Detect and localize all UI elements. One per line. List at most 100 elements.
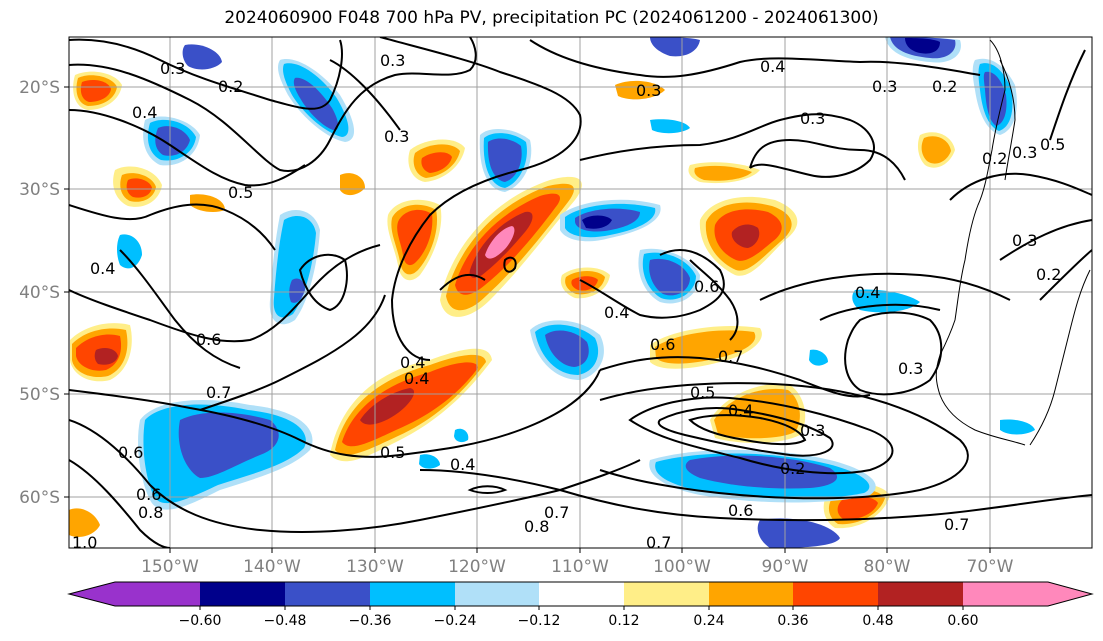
- colorbar-segment: [115, 582, 200, 606]
- pv-contour-line: [467, 485, 508, 494]
- longitude-label: 90°W: [762, 557, 809, 577]
- latitude-label: 20°S: [19, 78, 60, 98]
- longitude-label: 140°W: [243, 557, 301, 577]
- colorbar-segment: [878, 582, 963, 606]
- contour-label: 0.3: [898, 359, 923, 378]
- precip-negative-patch: [905, 38, 940, 54]
- contour-label: 0.3: [636, 81, 661, 100]
- colorbar-segment: [624, 582, 709, 606]
- contour-label: 0.5: [1040, 135, 1065, 154]
- contour-label: 0.6: [694, 277, 719, 296]
- pv-contour-line: [298, 253, 348, 312]
- contour-label: 0.3: [1012, 231, 1037, 250]
- contour-labels: 0.3 0.2 0.4 0.5 0.3 0.3 0.4 0.3 0.3 0.2 …: [72, 51, 1065, 552]
- precip-positive-patch: [80, 80, 111, 102]
- precip-positive-patch: [126, 178, 152, 198]
- pv-contour-line: [69, 369, 601, 458]
- pv-contour-line: [819, 303, 941, 321]
- pv-contour-line: [579, 113, 875, 178]
- precip-negative-patch: [155, 126, 190, 156]
- contour-label: 0.4: [90, 259, 115, 278]
- contour-label: 0.2: [932, 77, 957, 96]
- pv-contours: [69, 37, 1092, 548]
- contour-label: 0.6: [136, 485, 161, 504]
- pv-contour-line: [657, 407, 834, 457]
- precip-positive-patch: [615, 80, 665, 100]
- latitude-label: 60°S: [19, 488, 60, 508]
- precip-negative-patch: [650, 37, 700, 57]
- contour-label: 0.3: [160, 59, 185, 78]
- pv-contour-line: [69, 459, 171, 548]
- latitude-label: 30°S: [19, 180, 60, 200]
- colorbar-tick-label: 0.36: [777, 613, 808, 629]
- contour-label: 0.5: [228, 183, 253, 202]
- contour-label: 0.4: [604, 303, 629, 322]
- colorbar-tick-label: −0.12: [518, 613, 561, 629]
- longitude-label: 100°W: [653, 557, 711, 577]
- pv-contour-line: [689, 259, 739, 341]
- colorbar-tick-label: −0.60: [179, 613, 222, 629]
- contour-label: 0.3: [800, 421, 825, 440]
- longitude-labels: 150°W 140°W 130°W 120°W 110°W 100°W 90°W…: [141, 557, 1014, 577]
- colorbar: −0.60 −0.48 −0.36 −0.24 −0.12 0.12 0.24 …: [67, 581, 1094, 629]
- pv-contour-line: [599, 382, 969, 500]
- precip-negative-patch: [757, 518, 840, 548]
- map-title: 2024060900 F048 700 hPa PV, precipitatio…: [224, 8, 879, 28]
- colorbar-extend-min: [69, 582, 115, 606]
- contour-label: 0.2: [1036, 265, 1061, 284]
- pv-contour-line: [844, 311, 943, 396]
- precip-negative-patch: [182, 44, 222, 70]
- pv-contour-line: [329, 59, 401, 131]
- pv-contour-line: [419, 469, 1092, 522]
- contour-label: 0.8: [524, 517, 549, 536]
- contour-label: 0.6: [196, 330, 221, 349]
- longitude-label: 70°W: [967, 557, 1014, 577]
- precip-positive-patch: [921, 136, 951, 164]
- map-plot-area: 0.3 0.2 0.4 0.5 0.3 0.3 0.4 0.3 0.3 0.2 …: [69, 37, 1092, 552]
- colorbar-tick-label: 0.48: [862, 613, 893, 629]
- precip-negative-patch: [649, 258, 690, 296]
- contour-label: 0.6: [650, 335, 675, 354]
- colorbar-segment: [285, 582, 370, 606]
- precip-positive-patch: [731, 224, 760, 248]
- pv-contour-line: [688, 414, 807, 446]
- longitude-label: 110°W: [551, 557, 609, 577]
- pv-contour-line: [579, 249, 725, 319]
- latitude-labels: 20°S 30°S 40°S 50°S 60°S: [19, 78, 60, 508]
- colorbar-tick-label: −0.24: [434, 613, 477, 629]
- contour-label: 0.7: [206, 383, 231, 402]
- precip-positive-patch: [340, 173, 365, 196]
- contour-label: 0.4: [855, 283, 880, 302]
- andes-border: [999, 59, 1016, 181]
- precip-negative-patch: [293, 77, 339, 131]
- colorbar-segment: [370, 582, 455, 606]
- latitude-label: 50°S: [19, 385, 60, 405]
- axis-ticks: [64, 86, 991, 553]
- pv-contour-line: [599, 356, 871, 398]
- contour-label: 0.4: [404, 369, 429, 388]
- contour-label: 0.7: [718, 347, 743, 366]
- colorbar-extend-max: [1048, 582, 1092, 606]
- pv-contour-line: [69, 37, 477, 172]
- precip-negative-patch: [289, 278, 305, 303]
- precip-positive-patch: [342, 362, 478, 447]
- precip-negative-patch: [650, 119, 690, 134]
- contour-label: 1.0: [72, 533, 97, 552]
- contour-label: 0.4: [760, 57, 785, 76]
- pv-contour-line: [529, 39, 981, 78]
- pv-contour-line: [628, 396, 894, 475]
- precip-positive-patch: [694, 165, 752, 181]
- contour-label: 0.2: [982, 149, 1007, 168]
- colorbar-tick-label: 0.60: [947, 613, 978, 629]
- colorbar-tick-label: 0.12: [608, 613, 639, 629]
- pv-contour-line: [949, 172, 1092, 201]
- precip-negative-patch: [582, 215, 612, 229]
- contour-label: 0.7: [544, 503, 569, 522]
- colorbar-tick-label: −0.48: [264, 613, 307, 629]
- precip-negative-patch: [454, 428, 469, 443]
- precip-positive-patch: [94, 348, 118, 365]
- precip-negative-patch: [1000, 419, 1035, 435]
- pv-contour-line: [199, 294, 386, 411]
- contour-label: 0.4: [132, 103, 157, 122]
